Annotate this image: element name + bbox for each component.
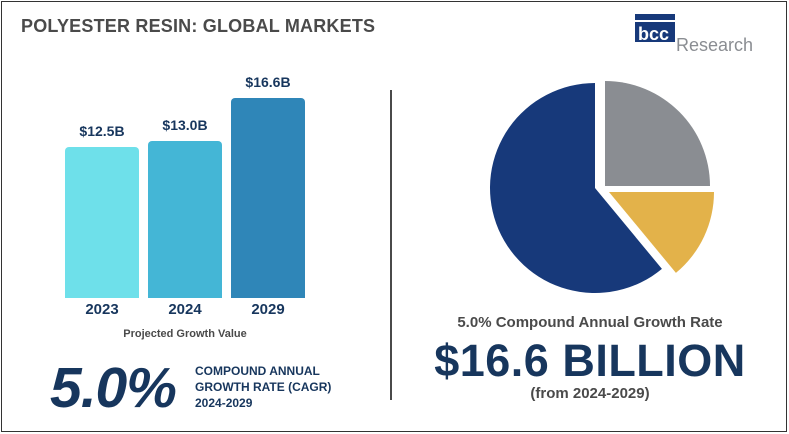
bar-2023 <box>65 147 139 298</box>
cagr-description: COMPOUND ANNUAL GROWTH RATE (CAGR) 2024-… <box>195 363 331 411</box>
pie-slice <box>605 81 710 186</box>
cagr-line-1: COMPOUND ANNUAL <box>195 364 320 378</box>
pie-slice <box>490 83 662 293</box>
svg-text:Research: Research <box>676 35 753 55</box>
bar-value-label: $13.0B <box>162 117 208 133</box>
svg-text:bcc: bcc <box>638 24 669 44</box>
pie-chart <box>490 81 714 293</box>
bar-2029 <box>231 98 305 298</box>
bar-value-label: $12.5B <box>79 123 125 139</box>
x-tick-label: 2029 <box>251 301 285 318</box>
growth-rate-text: 5.0% Compound Annual Growth Rate <box>457 314 723 331</box>
market-total: $16.6 BILLION <box>434 335 746 386</box>
x-tick-label: 2024 <box>168 301 202 318</box>
page-title: POLYESTER RESIN: GLOBAL MARKETS <box>21 16 376 36</box>
bar-chart: Projected Growth Value $12.5B 2023 $13.0B 2… <box>0 0 390 434</box>
cagr-line-2: GROWTH RATE (CAGR) <box>195 380 332 394</box>
pie-slice <box>609 192 714 273</box>
divider <box>390 90 392 400</box>
bcc-research-logo: bcc Research <box>635 14 753 55</box>
x-axis-label: Projected Growth Value <box>123 328 247 340</box>
period-text: (from 2024-2029) <box>530 385 650 402</box>
bar-2024 <box>148 141 222 298</box>
bar-value-label: $16.6B <box>245 74 291 90</box>
x-tick-label: 2023 <box>85 301 119 318</box>
cagr-value: 5.0% <box>50 356 177 420</box>
cagr-line-3: 2024-2029 <box>195 396 253 410</box>
